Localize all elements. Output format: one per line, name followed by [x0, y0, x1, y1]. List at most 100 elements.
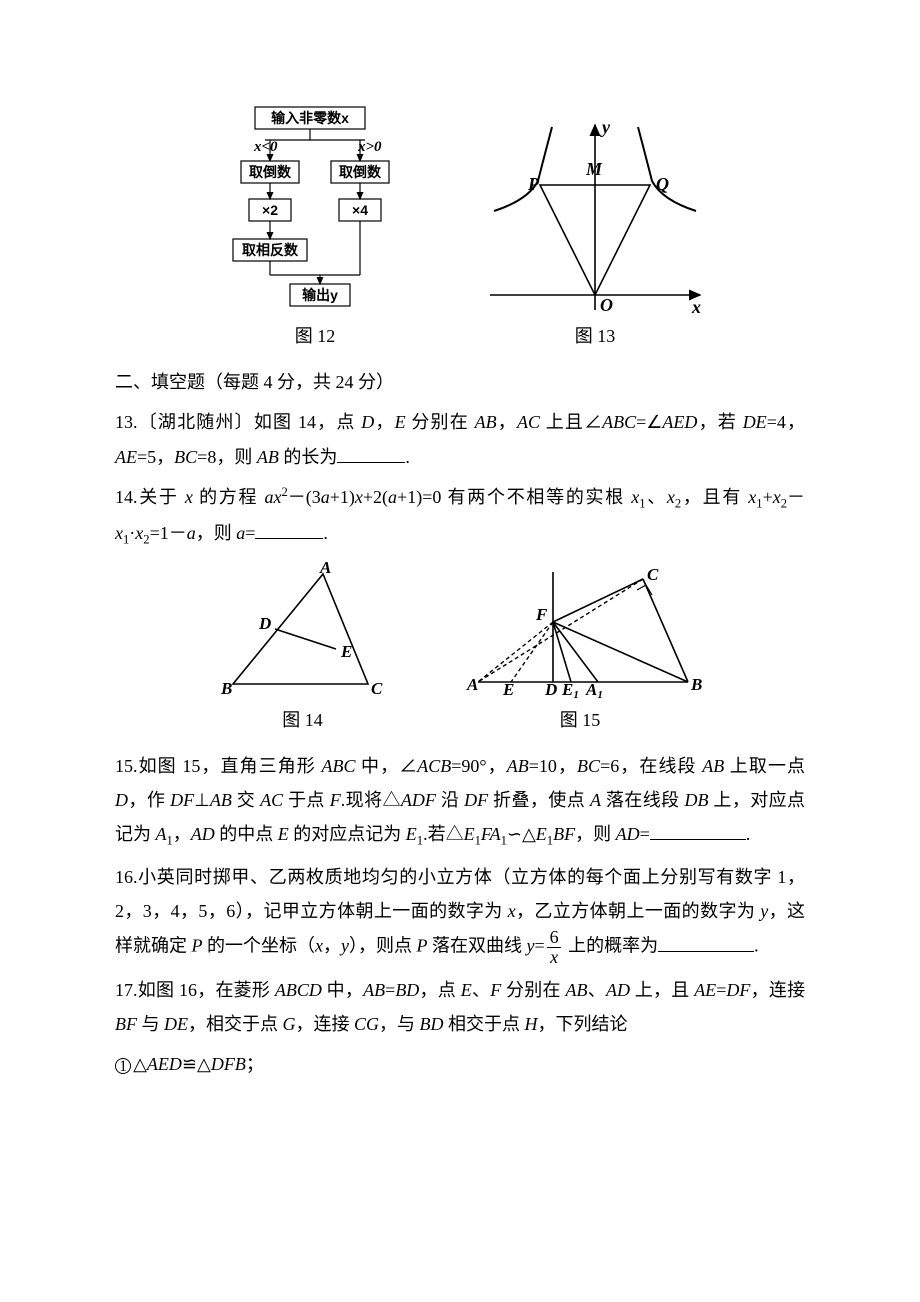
q15-F: F	[330, 790, 341, 810]
q13-s2: 分别在	[406, 412, 475, 432]
svg-text:D: D	[258, 614, 271, 633]
fig14-caption: 图 14	[282, 703, 323, 737]
q17-F: F	[490, 980, 501, 1000]
figure-12: 输入非零数x取倒数取倒数×2×4取相反数输出y x<0x>0 图 12	[210, 100, 420, 353]
q15-DF2: DF	[464, 790, 488, 810]
q17-DF: DF	[726, 980, 750, 1000]
q17-t6: 分别在	[501, 980, 565, 1000]
q17-H: H	[525, 1014, 538, 1034]
svg-text:y: y	[600, 117, 611, 137]
svg-text:E: E	[502, 680, 514, 699]
q17-i1m: ≌△	[182, 1054, 211, 1074]
graph13-svg: P M Q O x y	[480, 115, 710, 315]
figure-13-caption: 图 13	[575, 319, 616, 353]
q15-AB: AB	[507, 756, 529, 776]
q13-AC: AC	[517, 412, 540, 432]
q16-t2: ，乙立方体朝上一面的数字为	[516, 901, 761, 921]
svg-text:M: M	[585, 159, 603, 179]
q13-ABCang: ABC	[602, 412, 636, 432]
q15-t13: 折叠，使点	[488, 790, 590, 810]
q13-s9: =8，则	[197, 447, 257, 467]
q15-AB2: AB	[702, 756, 724, 776]
q16-t4: 的一个坐标（	[203, 936, 316, 956]
q17-t14: ，与	[379, 1014, 420, 1034]
q14-t4: 、	[645, 487, 666, 507]
svg-text:输入非零数x: 输入非零数x	[271, 110, 349, 126]
q15-AD: AD	[191, 824, 215, 844]
q17-t4: ，点	[419, 980, 460, 1000]
q13-AB: AB	[475, 412, 497, 432]
q15-t5: =6，在线段	[600, 756, 702, 776]
svg-text:Q: Q	[656, 174, 669, 194]
q15-t11: .现将△	[341, 790, 401, 810]
figure-row-top: 输入非零数x取倒数取倒数×2×4取相反数输出y x<0x>0 图 12 P	[115, 100, 805, 353]
svg-text:取倒数: 取倒数	[339, 164, 382, 180]
q17-ABCD: ABCD	[275, 980, 322, 1000]
fig15-caption: 图 15	[560, 703, 601, 737]
q17-i1p: △	[133, 1054, 147, 1074]
q13-AB2: AB	[257, 447, 279, 467]
q17-BD: BD	[395, 980, 419, 1000]
question-17-item1: 1△AED≌△DFB；	[115, 1047, 805, 1081]
q16-blank	[658, 934, 754, 952]
q16-num: 6	[547, 928, 562, 947]
svg-text:E1: E1	[561, 680, 579, 699]
figure-14: A B C D E 图 14	[213, 559, 393, 737]
q13-D: D	[361, 412, 374, 432]
q15-t21: ，则	[575, 824, 616, 844]
q17-t10: ，连接	[750, 980, 805, 1000]
q15-AD2: AD	[616, 824, 640, 844]
q14-t7: =	[245, 523, 255, 543]
q15-ABC: ABC	[321, 756, 355, 776]
q16-P: P	[192, 936, 203, 956]
q13-AE: AE	[115, 447, 137, 467]
q16-x: x	[508, 901, 516, 921]
svg-text:输出y: 输出y	[302, 287, 338, 303]
q16-eql: y	[527, 936, 535, 956]
q13-BC: BC	[174, 447, 197, 467]
q15-E: E	[278, 824, 289, 844]
figure-15: A B C F E D E1 A1 图 15	[453, 564, 708, 737]
svg-text:P: P	[527, 174, 540, 194]
svg-text:×2: ×2	[262, 202, 278, 218]
q17-t1: 17.如图 16，在菱形	[115, 980, 275, 1000]
q15-DB: DB	[685, 790, 709, 810]
q15-t9: 交	[232, 790, 260, 810]
q13-DE: DE	[743, 412, 767, 432]
q15-AC: AC	[260, 790, 283, 810]
q16-y2: y	[341, 936, 349, 956]
figure-row-mid: A B C D E 图 14 A	[115, 559, 805, 737]
q17-AE: AE	[694, 980, 716, 1000]
q15-t1: 15.如图 15，直角三角形	[115, 756, 321, 776]
q15-t20: ∽△	[507, 824, 536, 844]
q15-BC: BC	[577, 756, 600, 776]
q17-t13: ，连接	[296, 1014, 355, 1034]
q15-t6: 上取一点	[724, 756, 805, 776]
q16-t7: 落在双曲线	[428, 936, 527, 956]
q15-ACB: ACB	[417, 756, 451, 776]
q13-s4: 上且∠	[540, 412, 602, 432]
q14-a: a	[236, 523, 245, 543]
q17-t2: 中，	[322, 980, 363, 1000]
q17-t11: 与	[137, 1014, 164, 1034]
q16-P2: P	[417, 936, 428, 956]
q16-eqm: =	[535, 936, 545, 956]
svg-text:O: O	[600, 295, 613, 315]
q17-i1e: ；	[246, 1054, 264, 1074]
q17-BD2: BD	[420, 1014, 444, 1034]
q15-A: A	[590, 790, 601, 810]
svg-text:x<0: x<0	[253, 139, 278, 155]
svg-text:C: C	[371, 679, 383, 698]
q17-t7: 、	[587, 980, 605, 1000]
svg-text:×4: ×4	[352, 202, 368, 218]
q15-t16: ，	[173, 824, 191, 844]
q15-DF: DF	[170, 790, 194, 810]
svg-text:B: B	[220, 679, 232, 698]
q15-ADF: ADF	[401, 790, 436, 810]
question-16: 16.小英同时掷甲、乙两枚质地均匀的小立方体（立方体的每个面上分别写有数字 1，…	[115, 860, 805, 967]
q17-t3: =	[385, 980, 395, 1000]
q17-DFB: DFB	[211, 1054, 246, 1074]
flowchart-svg: 输入非零数x取倒数取倒数×2×4取相反数输出y x<0x>0	[210, 100, 420, 315]
q17-G: G	[283, 1014, 296, 1034]
q17-AED: AED	[147, 1054, 182, 1074]
